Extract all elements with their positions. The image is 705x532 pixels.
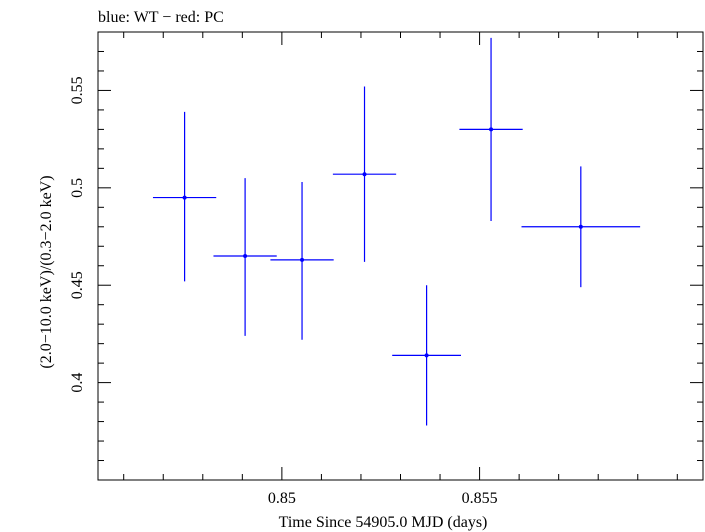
data-point [332,86,397,262]
axis-tick-labels: 0.85 0.855 0.4 0.45 0.5 0.55 [69,76,498,507]
plot-frame [97,31,704,481]
axis-ticks [98,32,703,480]
data-point [392,285,461,426]
y-tick-label: 0.55 [69,76,86,104]
data-points [152,37,641,426]
data-point [521,166,641,288]
y-tick-label: 0.45 [69,271,86,299]
point-marker [489,127,494,132]
point-marker [243,254,248,258]
data-point [213,178,277,336]
data-point [459,37,523,221]
data-point [270,181,334,340]
x-tick-label: 0.855 [462,490,498,507]
point-marker [182,195,187,200]
point-marker [362,172,367,177]
chart-title: blue: WT − red: PC [98,9,224,26]
x-tick-label: 0.85 [268,490,296,507]
y-tick-label: 0.4 [69,373,86,393]
y-tick-label: 0.5 [69,178,86,198]
point-marker [578,224,583,229]
y-axis-label: (2.0−10.0 keV)/(0.3−2.0 keV) [38,175,55,368]
point-marker [300,257,305,262]
x-axis-label: Time Since 54905.0 MJD (days) [279,514,488,531]
point-marker [424,353,429,358]
data-point [152,111,217,282]
